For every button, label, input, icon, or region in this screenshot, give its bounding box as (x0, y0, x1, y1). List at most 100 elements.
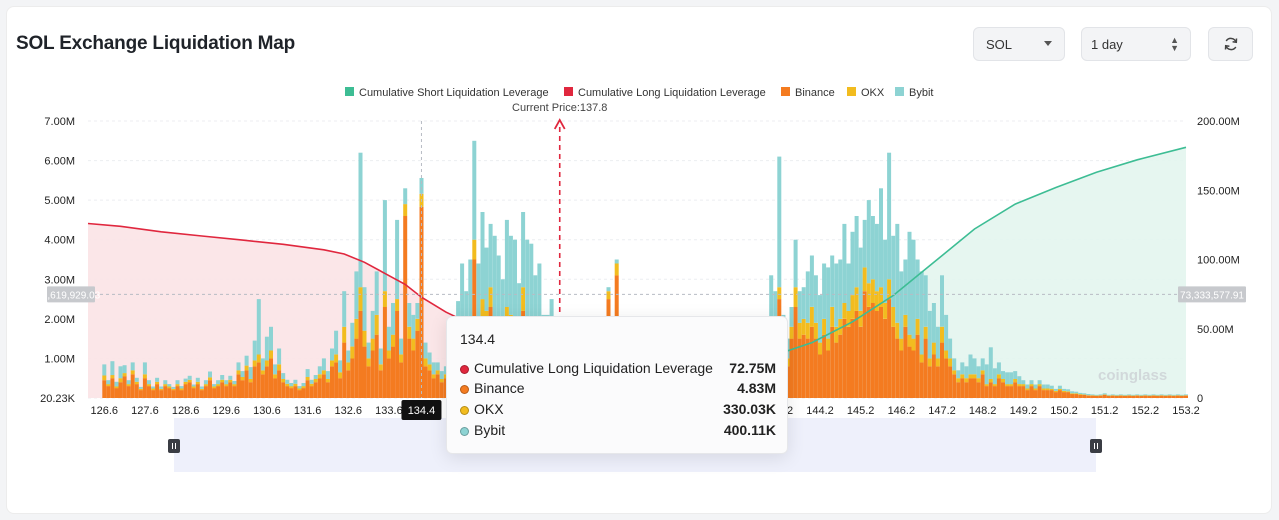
binance-bar (1041, 390, 1046, 398)
okx-bar (228, 379, 233, 383)
okx-bar (277, 364, 282, 371)
bybit-bar (114, 381, 119, 387)
bybit-bar (431, 362, 436, 375)
bybit-bar (163, 380, 168, 385)
bybit-bar (1118, 394, 1123, 396)
bybit-bar (1147, 394, 1152, 396)
legend-swatch (895, 87, 904, 96)
binance-bar (931, 354, 936, 398)
binance-bar (895, 338, 900, 398)
okx-bar (220, 379, 225, 383)
bybit-bar (183, 378, 188, 382)
binance-bar (1163, 396, 1168, 398)
okx-bar (208, 377, 212, 381)
okx-bar (195, 381, 200, 385)
okx-bar (1078, 394, 1083, 395)
bybit-bar (1017, 376, 1022, 385)
okx-bar (960, 374, 965, 379)
binance-bar (244, 370, 249, 398)
x-tick-label: 153.2 (1172, 405, 1200, 417)
bybit-bar (931, 303, 936, 343)
okx-bar (1045, 388, 1050, 391)
okx-bar (374, 314, 379, 335)
binance-bar (956, 382, 961, 398)
binance-bar (171, 390, 176, 398)
tooltip-row-value: 4.83M (737, 380, 776, 396)
okx-bar (1005, 384, 1010, 387)
y-left-tick-label: 7.00M (44, 116, 75, 128)
binance-bar (793, 307, 798, 398)
bybit-bar (191, 384, 196, 387)
interval-select[interactable]: 1 day ▲ ▼ (1081, 27, 1191, 61)
bybit-bar (167, 384, 172, 387)
okx-bar (199, 388, 204, 391)
bybit-bar (362, 287, 367, 331)
bybit-bar (976, 366, 981, 379)
bybit-bar (1074, 391, 1079, 394)
okx-bar (972, 374, 977, 379)
bybit-bar (224, 380, 229, 385)
bybit-bar (988, 347, 993, 379)
binance-bar (1147, 396, 1152, 398)
okx-bar (1074, 393, 1079, 395)
okx-bar (431, 374, 436, 379)
okx-bar (1017, 384, 1022, 387)
okx-bar (801, 318, 806, 335)
range-handle-right[interactable] (1090, 439, 1102, 453)
bybit-bar (281, 373, 286, 379)
bybit-bar (521, 212, 526, 288)
binance-bar (195, 384, 200, 398)
okx-bar (521, 287, 526, 311)
binance-bar (1029, 386, 1034, 398)
range-handle-left[interactable] (168, 439, 180, 453)
bybit-bar (1106, 394, 1111, 396)
binance-bar (309, 386, 314, 398)
bybit-bar (1131, 394, 1136, 396)
binance-bar (1057, 390, 1062, 398)
binance-bar (911, 350, 916, 398)
okx-bar (346, 362, 351, 371)
okx-bar (256, 354, 261, 363)
bybit-bar (317, 366, 322, 375)
okx-bar (488, 287, 493, 307)
binance-bar (935, 366, 940, 398)
binance-bar (1070, 394, 1075, 398)
bybit-bar (346, 350, 351, 363)
interval-select-value: 1 day (1091, 36, 1123, 52)
okx-bar (944, 350, 949, 359)
binance-bar (1021, 386, 1026, 398)
symbol-select[interactable]: SOL (973, 27, 1065, 61)
okx-bar (439, 379, 444, 383)
bybit-bar (126, 380, 131, 385)
binance-bar (350, 358, 355, 398)
okx-bar (935, 358, 940, 367)
bybit-bar (1114, 394, 1119, 396)
x-tick-label: 146.2 (888, 405, 916, 417)
binance-bar (842, 318, 847, 398)
okx-bar (879, 287, 883, 307)
binance-bar (846, 326, 851, 398)
bybit-bar (1102, 393, 1107, 395)
binance-bar (1123, 396, 1127, 398)
binance-bar (317, 378, 322, 398)
okx-bar (395, 299, 400, 311)
okx-bar (606, 291, 611, 300)
bybit-bar (415, 303, 420, 319)
y-left-tick-label: 4.00M (44, 235, 75, 247)
binance-bar (1001, 382, 1005, 398)
okx-bar (895, 322, 900, 339)
binance-bar (1086, 395, 1091, 398)
bybit-bar (419, 178, 424, 194)
binance-bar (362, 346, 367, 398)
binance-bar (1118, 395, 1123, 398)
binance-bar (944, 358, 949, 398)
binance-bar (984, 386, 989, 398)
bybit-bar (899, 271, 904, 339)
binance-bar (915, 334, 920, 398)
bybit-bar (927, 310, 932, 359)
binance-bar (805, 338, 810, 398)
refresh-button[interactable] (1208, 27, 1253, 61)
bybit-bar (334, 330, 339, 355)
binance-bar (809, 326, 814, 398)
bybit-bar (895, 223, 900, 323)
